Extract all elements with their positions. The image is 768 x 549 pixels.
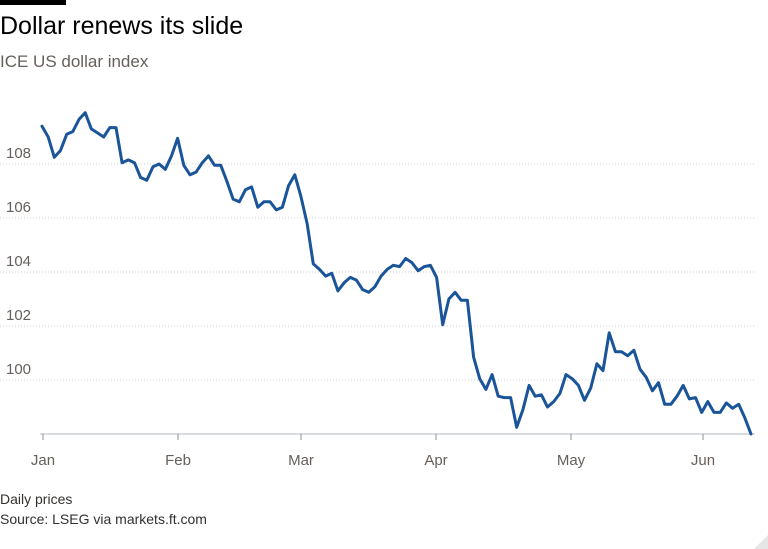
brand-bar [0, 0, 66, 5]
x-tick-label-apr: Apr [424, 452, 447, 469]
y-tick-label-108: 108 [6, 145, 31, 162]
chart-subtitle: ICE US dollar index [0, 52, 149, 71]
y-tick-label-100: 100 [6, 361, 31, 378]
x-tick-label-may: May [557, 452, 586, 469]
y-tick-label-104: 104 [6, 253, 31, 270]
footnote-daily-prices: Daily prices [0, 491, 73, 507]
y-tick-label-106: 106 [6, 199, 31, 216]
y-tick-label-102: 102 [6, 307, 31, 324]
x-tick-label-jun: Jun [691, 452, 715, 469]
x-tick-label-mar: Mar [288, 452, 314, 469]
x-axis: Jan Feb Mar Apr May Jun [31, 433, 755, 469]
series-line-dollar-index [40, 111, 753, 436]
line-chart: 100 102 104 106 108 Jan Feb Mar Apr May Jun [0, 111, 755, 469]
chart-title: Dollar renews its slide [0, 12, 244, 40]
y-axis-tick-labels: 100 102 104 106 108 [6, 145, 31, 378]
corner-fold [754, 535, 768, 549]
gridlines [0, 163, 755, 381]
x-tick-label-jan: Jan [31, 452, 55, 469]
x-tick-label-feb: Feb [165, 452, 191, 469]
source-note: Source: LSEG via markets.ft.com [0, 511, 207, 527]
series-layer [40, 111, 753, 436]
